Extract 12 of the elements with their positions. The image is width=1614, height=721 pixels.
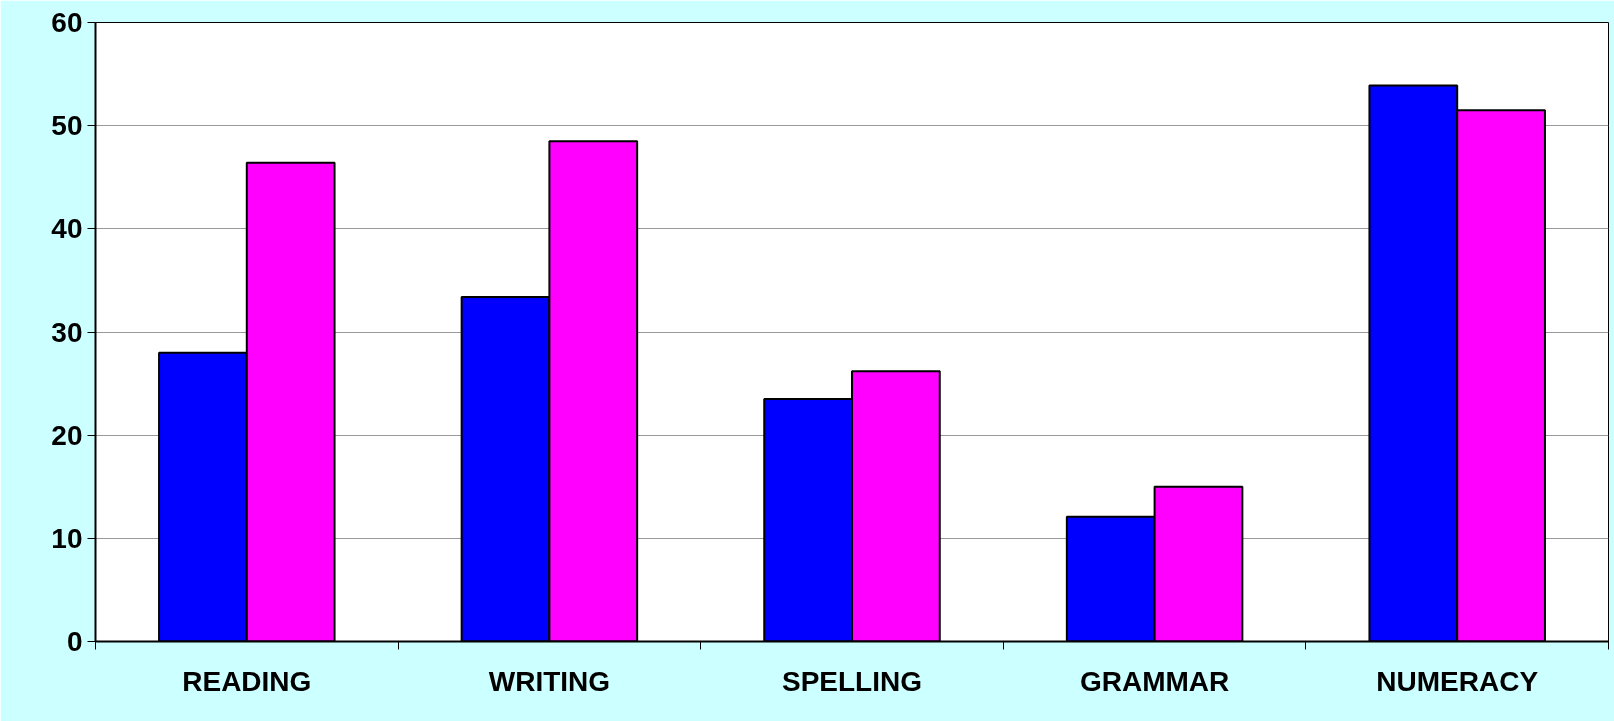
y-tick-label: 50: [51, 110, 83, 142]
y-tick-label: 30: [51, 316, 83, 348]
x-tick-label: WRITING: [488, 665, 611, 697]
y-tick-label: 20: [51, 419, 83, 451]
x-tick-label: READING: [182, 665, 312, 697]
y-tick-label: 0: [66, 626, 83, 657]
y-tick-label: 10: [51, 522, 83, 554]
x-tick-label: SPELLING: [781, 665, 923, 697]
x-tick-label: NUMERACY: [1376, 665, 1539, 697]
y-tick-label: 40: [51, 213, 83, 245]
x-tick-label: GRAMMAR: [1079, 665, 1230, 697]
y-tick-label: 60: [51, 7, 83, 38]
